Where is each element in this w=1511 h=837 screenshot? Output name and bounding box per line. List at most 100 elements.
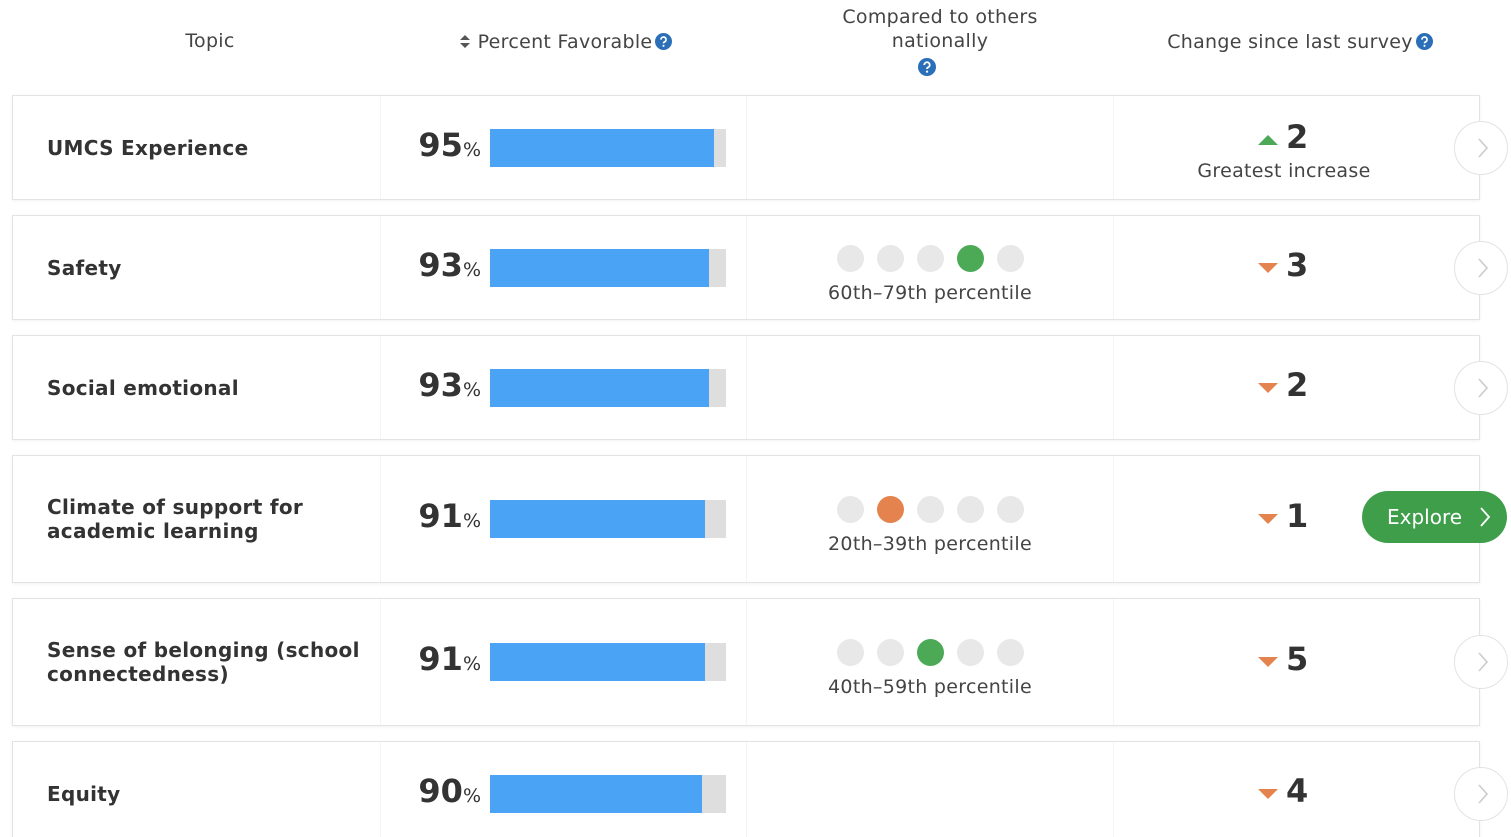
percent-sign: %	[462, 258, 481, 281]
cell-divider	[380, 96, 381, 199]
cell-divider	[746, 456, 747, 582]
cell-divider	[380, 742, 381, 837]
percentile-dot-active	[877, 496, 904, 523]
percentile-dot	[997, 639, 1024, 666]
percentile-dot-active	[957, 244, 984, 272]
cell-divider	[380, 336, 381, 439]
percent-number: 91	[418, 640, 463, 678]
row-arrow-button[interactable]	[1454, 120, 1508, 175]
percentile-label: 60th–79th percentile	[828, 281, 1032, 304]
percentile-label: 40th–59th percentile	[828, 676, 1032, 698]
cell-divider	[1113, 96, 1114, 199]
percentile-dot	[837, 639, 864, 666]
percent-number: 90	[418, 771, 463, 810]
row-arrow-button[interactable]	[1454, 635, 1508, 689]
explore-button[interactable]: Explore	[1362, 491, 1507, 543]
percentile-dot	[997, 244, 1024, 272]
percentile-dot	[997, 496, 1024, 523]
cell-divider	[1113, 456, 1114, 582]
header-percent[interactable]: Percent Favorable	[400, 31, 730, 53]
percent-sign: %	[462, 138, 481, 161]
percent-sign: %	[462, 653, 481, 675]
percent-value: 91%	[418, 640, 481, 678]
percentile-dot	[877, 244, 904, 272]
header-compared: Compared to others nationally	[842, 6, 1038, 52]
percent-number: 93	[418, 245, 463, 284]
chevron	[1478, 377, 1489, 398]
change-arrow	[1258, 657, 1278, 667]
topic: Social emotional	[47, 375, 239, 400]
topic: UMCS Experience	[47, 135, 249, 160]
percent-value: 90%	[418, 772, 481, 810]
percentile-dot-active	[917, 639, 944, 666]
row-arrow-button[interactable]	[1454, 360, 1508, 415]
cell-divider	[1113, 336, 1114, 439]
change-value: 3	[1286, 245, 1309, 284]
percent-number: 91	[418, 497, 463, 535]
percent-value: 93%	[418, 366, 481, 404]
change-note: Greatest increase	[1197, 159, 1371, 182]
cell-divider	[380, 599, 381, 725]
change-arrow	[1258, 788, 1278, 799]
percent-value: 95%	[418, 126, 481, 164]
percent-value: 93%	[418, 246, 481, 284]
percent-number: 95	[418, 125, 463, 164]
change-value: 1	[1286, 497, 1309, 535]
percentile-dot	[837, 496, 864, 523]
row-arrow-button[interactable]	[1454, 240, 1508, 295]
percentile-dot	[837, 244, 864, 272]
cell-divider	[746, 216, 747, 319]
header-change: Change since last survey	[1130, 31, 1470, 53]
chevron	[1480, 507, 1491, 527]
cell-divider	[1113, 599, 1114, 725]
change-value: 4	[1286, 771, 1309, 810]
cell-divider	[380, 456, 381, 582]
change-arrow	[1258, 262, 1278, 273]
header-change-label: Change since last survey	[1167, 31, 1413, 53]
bar	[490, 248, 710, 287]
topic: Safety	[47, 255, 122, 280]
cell-divider	[380, 216, 381, 319]
change-arrow	[1258, 382, 1278, 393]
chevron	[1478, 783, 1489, 804]
percentile-dot	[917, 496, 944, 523]
percentile-dot	[957, 496, 984, 523]
percent-sign: %	[462, 378, 481, 401]
change-value: 5	[1286, 640, 1309, 678]
cell-divider	[1113, 216, 1114, 319]
cell-divider	[746, 742, 747, 837]
bar	[490, 368, 710, 407]
percent-value: 91%	[418, 497, 481, 535]
chevron	[1478, 257, 1489, 278]
topic: Sense of belonging (school connectedness…	[47, 638, 360, 686]
percentile-dot	[877, 639, 904, 666]
percent-sign: %	[462, 784, 481, 807]
bar	[490, 643, 705, 681]
header-topic: Topic	[185, 30, 235, 52]
change-arrow	[1258, 134, 1278, 145]
cell-divider	[746, 599, 747, 725]
bar	[490, 774, 703, 813]
percent-number: 93	[418, 365, 463, 404]
help-icon[interactable]	[1415, 33, 1433, 50]
percentile-label: 20th–39th percentile	[828, 533, 1032, 555]
header-percent-label: Percent Favorable	[477, 31, 653, 53]
explore-label: Explore	[1387, 505, 1463, 529]
sort-icon	[459, 35, 470, 48]
change-arrow	[1258, 514, 1278, 524]
change-value: 2	[1286, 117, 1309, 156]
chevron	[1478, 652, 1489, 672]
cell-divider	[1113, 742, 1114, 837]
percentile-dot	[957, 639, 984, 666]
bar	[490, 128, 715, 167]
change-value: 2	[1286, 365, 1309, 404]
topic: Equity	[47, 781, 121, 806]
help-icon[interactable]	[918, 58, 936, 76]
row-arrow-button[interactable]	[1454, 766, 1508, 821]
bar	[490, 500, 705, 538]
help-icon[interactable]	[655, 33, 673, 50]
cell-divider	[746, 336, 747, 439]
percent-sign: %	[462, 510, 481, 532]
chevron	[1478, 137, 1489, 158]
